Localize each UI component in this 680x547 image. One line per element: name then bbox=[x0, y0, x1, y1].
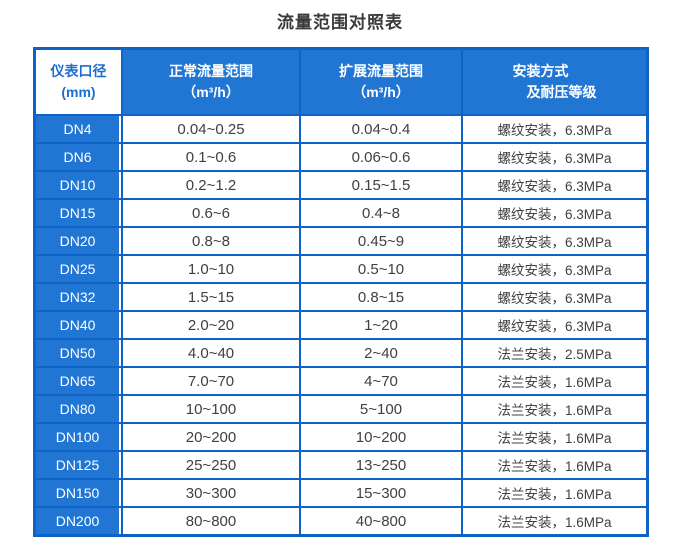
table-row: DN6 0.1~0.6 0.06~0.6 螺纹安装，6.3MPa bbox=[36, 144, 646, 170]
install-cell: 法兰安装，1.6MPa bbox=[463, 452, 646, 478]
install-cell: 螺纹安装，6.3MPa bbox=[463, 172, 646, 198]
diameter-cell: DN80 bbox=[36, 396, 121, 422]
header-label: 正常流量范围 （m³/h） bbox=[169, 63, 253, 100]
normal-range-cell: 0.1~0.6 bbox=[123, 144, 299, 170]
normal-range-cell: 1.0~10 bbox=[123, 256, 299, 282]
table-row: DN80 10~100 5~100 法兰安装，1.6MPa bbox=[36, 396, 646, 422]
install-cell: 法兰安装，2.5MPa bbox=[463, 340, 646, 366]
diameter-cell: DN15 bbox=[36, 200, 121, 226]
table-row: DN25 1.0~10 0.5~10 螺纹安装，6.3MPa bbox=[36, 256, 646, 282]
table-row: DN200 80~800 40~800 法兰安装，1.6MPa bbox=[36, 508, 646, 534]
install-cell: 螺纹安装，6.3MPa bbox=[463, 284, 646, 310]
extended-range-cell: 0.4~8 bbox=[301, 200, 461, 226]
table-row: DN100 20~200 10~200 法兰安装，1.6MPa bbox=[36, 424, 646, 450]
table-row: DN65 7.0~70 4~70 法兰安装，1.6MPa bbox=[36, 368, 646, 394]
normal-range-cell: 0.2~1.2 bbox=[123, 172, 299, 198]
normal-range-cell: 0.8~8 bbox=[123, 228, 299, 254]
extended-range-cell: 2~40 bbox=[301, 340, 461, 366]
header-label: 仪表口径 (mm) bbox=[50, 63, 107, 100]
install-cell: 螺纹安装，6.3MPa bbox=[463, 144, 646, 170]
diameter-cell: DN25 bbox=[36, 256, 121, 282]
diameter-cell: DN32 bbox=[36, 284, 121, 310]
header-row: 仪表口径 (mm) 正常流量范围 （m³/h） 扩展流量范围 （m³/h） 安装方式 及耐压等… bbox=[36, 50, 646, 114]
diameter-cell: DN125 bbox=[36, 452, 121, 478]
table-body: DN4 0.04~0.25 0.04~0.4 螺纹安装，6.3MPa DN6 0.1~0.… bbox=[36, 116, 646, 534]
table-row: DN50 4.0~40 2~40 法兰安装，2.5MPa bbox=[36, 340, 646, 366]
extended-range-cell: 0.06~0.6 bbox=[301, 144, 461, 170]
table-row: DN32 1.5~15 0.8~15 螺纹安装，6.3MPa bbox=[36, 284, 646, 310]
diameter-cell: DN200 bbox=[36, 508, 121, 534]
install-cell: 螺纹安装，6.3MPa bbox=[463, 200, 646, 226]
extended-range-cell: 0.5~10 bbox=[301, 256, 461, 282]
extended-range-cell: 40~800 bbox=[301, 508, 461, 534]
table-row: DN40 2.0~20 1~20 螺纹安装，6.3MPa bbox=[36, 312, 646, 338]
install-cell: 法兰安装，1.6MPa bbox=[463, 480, 646, 506]
install-cell: 螺纹安装，6.3MPa bbox=[463, 256, 646, 282]
extended-range-cell: 5~100 bbox=[301, 396, 461, 422]
diameter-cell: DN50 bbox=[36, 340, 121, 366]
normal-range-cell: 4.0~40 bbox=[123, 340, 299, 366]
extended-range-cell: 10~200 bbox=[301, 424, 461, 450]
extended-range-cell: 15~300 bbox=[301, 480, 461, 506]
extended-range-cell: 0.45~9 bbox=[301, 228, 461, 254]
table-row: DN150 30~300 15~300 法兰安装，1.6MPa bbox=[36, 480, 646, 506]
column-header-diameter: 仪表口径 (mm) bbox=[36, 50, 121, 114]
page-title: 流量范围对照表 bbox=[277, 13, 403, 32]
normal-range-cell: 7.0~70 bbox=[123, 368, 299, 394]
extended-range-cell: 4~70 bbox=[301, 368, 461, 394]
flow-range-table: 仪表口径 (mm) 正常流量范围 （m³/h） 扩展流量范围 （m³/h） 安装方式 及耐压等… bbox=[33, 47, 649, 537]
diameter-cell: DN10 bbox=[36, 172, 121, 198]
column-header-install: 安装方式 及耐压等级 bbox=[463, 50, 646, 114]
extended-range-cell: 0.04~0.4 bbox=[301, 116, 461, 142]
column-header-extended-range: 扩展流量范围 （m³/h） bbox=[301, 50, 461, 114]
extended-range-cell: 0.8~15 bbox=[301, 284, 461, 310]
install-cell: 法兰安装，1.6MPa bbox=[463, 424, 646, 450]
diameter-cell: DN100 bbox=[36, 424, 121, 450]
normal-range-cell: 10~100 bbox=[123, 396, 299, 422]
column-header-normal-range: 正常流量范围 （m³/h） bbox=[123, 50, 299, 114]
install-cell: 法兰安装，1.6MPa bbox=[463, 368, 646, 394]
normal-range-cell: 2.0~20 bbox=[123, 312, 299, 338]
extended-range-cell: 1~20 bbox=[301, 312, 461, 338]
table-row: DN15 0.6~6 0.4~8 螺纹安装，6.3MPa bbox=[36, 200, 646, 226]
header-label: 安装方式 及耐压等级 bbox=[512, 63, 597, 100]
extended-range-cell: 0.15~1.5 bbox=[301, 172, 461, 198]
normal-range-cell: 30~300 bbox=[123, 480, 299, 506]
install-cell: 法兰安装，1.6MPa bbox=[463, 508, 646, 534]
normal-range-cell: 1.5~15 bbox=[123, 284, 299, 310]
normal-range-cell: 0.04~0.25 bbox=[123, 116, 299, 142]
install-cell: 螺纹安装，6.3MPa bbox=[463, 312, 646, 338]
header-label: 扩展流量范围 （m³/h） bbox=[339, 63, 423, 100]
diameter-cell: DN20 bbox=[36, 228, 121, 254]
normal-range-cell: 25~250 bbox=[123, 452, 299, 478]
normal-range-cell: 20~200 bbox=[123, 424, 299, 450]
diameter-cell: DN150 bbox=[36, 480, 121, 506]
install-cell: 螺纹安装，6.3MPa bbox=[463, 228, 646, 254]
diameter-cell: DN6 bbox=[36, 144, 121, 170]
table-row: DN10 0.2~1.2 0.15~1.5 螺纹安装，6.3MPa bbox=[36, 172, 646, 198]
table-row: DN125 25~250 13~250 法兰安装，1.6MPa bbox=[36, 452, 646, 478]
normal-range-cell: 80~800 bbox=[123, 508, 299, 534]
diameter-cell: DN40 bbox=[36, 312, 121, 338]
table-row: DN4 0.04~0.25 0.04~0.4 螺纹安装，6.3MPa bbox=[36, 116, 646, 142]
table-row: DN20 0.8~8 0.45~9 螺纹安装，6.3MPa bbox=[36, 228, 646, 254]
diameter-cell: DN65 bbox=[36, 368, 121, 394]
install-cell: 法兰安装，1.6MPa bbox=[463, 396, 646, 422]
extended-range-cell: 13~250 bbox=[301, 452, 461, 478]
table-header: 仪表口径 (mm) 正常流量范围 （m³/h） 扩展流量范围 （m³/h） 安装方式 及耐压等… bbox=[36, 50, 646, 114]
install-cell: 螺纹安装，6.3MPa bbox=[463, 116, 646, 142]
diameter-cell: DN4 bbox=[36, 116, 121, 142]
normal-range-cell: 0.6~6 bbox=[123, 200, 299, 226]
